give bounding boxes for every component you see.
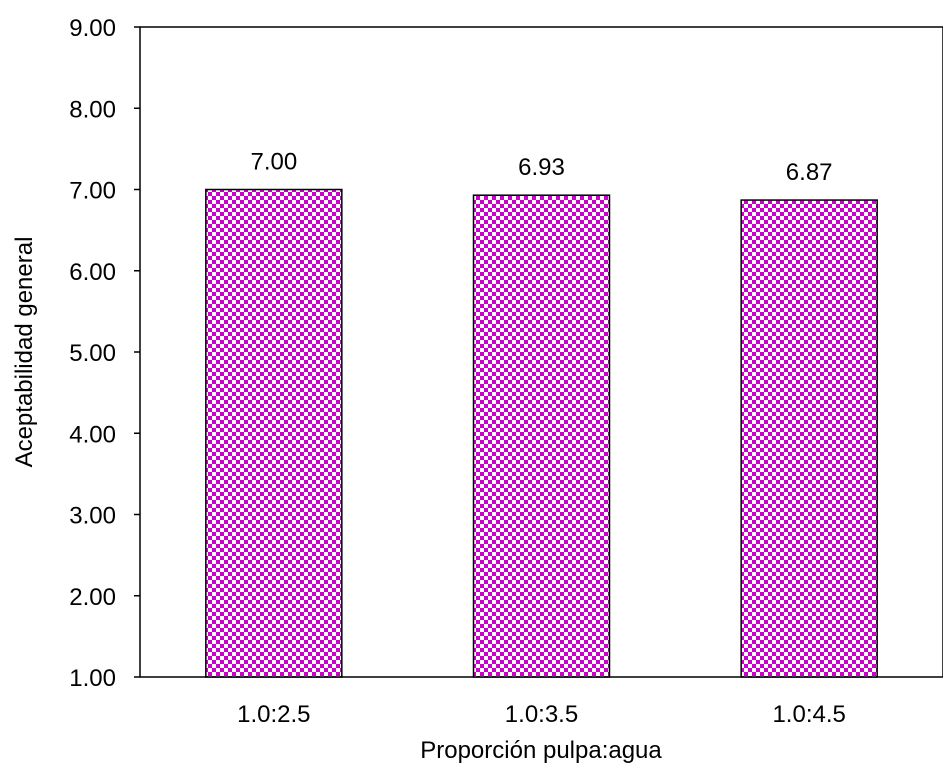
y-tick-label: 4.00: [69, 421, 116, 448]
y-axis-ticks: 1.00 2.00 3.00 4.00 5.00 6.00 7.00 8.00 9.00: [69, 15, 140, 692]
y-tick-label: 7.00: [69, 178, 116, 205]
x-category-label: 1.0:3.5: [505, 701, 578, 728]
y-axis-title: Aceptabilidad general: [11, 237, 38, 468]
bar: [205, 188, 343, 678]
y-tick-label: 2.00: [69, 584, 116, 611]
bar: [472, 194, 611, 678]
bar: [740, 199, 878, 678]
data-label: 7.00: [250, 149, 297, 176]
y-tick-label: 1.00: [69, 665, 116, 692]
x-axis-title: Proporción pulpa:agua: [420, 737, 662, 764]
x-category-label: 1.0:4.5: [772, 701, 845, 728]
data-label: 6.93: [518, 154, 565, 181]
y-tick-label: 9.00: [69, 15, 116, 42]
y-tick-label: 3.00: [69, 503, 116, 530]
x-category-label: 1.0:2.5: [237, 701, 310, 728]
data-labels: 7.00 6.93 6.87: [250, 149, 832, 187]
x-axis-ticks: 1.0:2.5 1.0:3.5 1.0:4.5: [237, 701, 846, 728]
data-label: 6.87: [786, 159, 833, 186]
y-tick-label: 6.00: [69, 259, 116, 286]
y-tick-label: 5.00: [69, 340, 116, 367]
y-tick-label: 8.00: [69, 96, 116, 123]
bars: [205, 188, 878, 678]
